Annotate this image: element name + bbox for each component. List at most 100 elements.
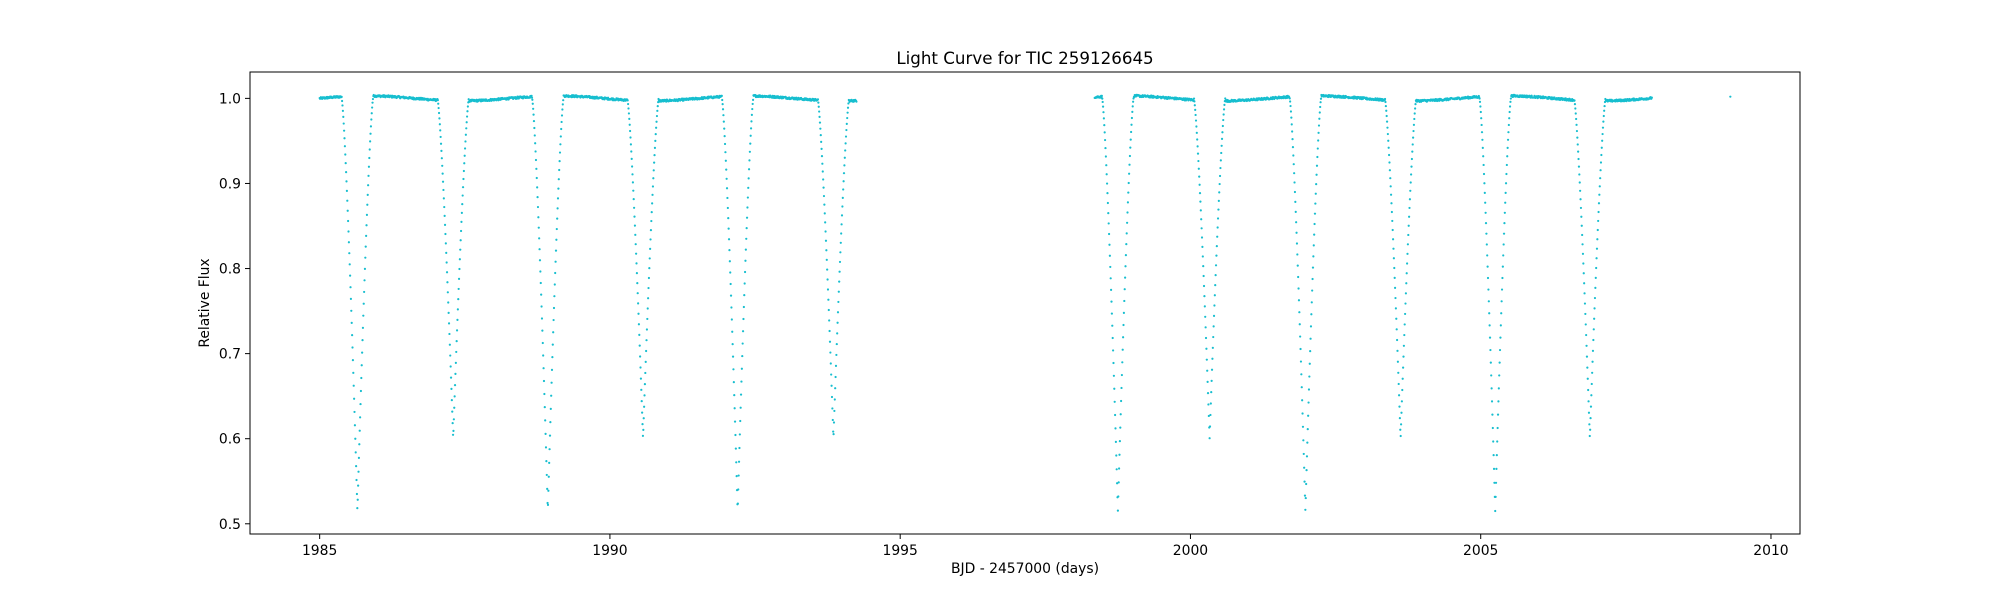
data-point bbox=[1601, 132, 1604, 136]
data-point bbox=[1497, 387, 1500, 390]
data-point bbox=[559, 135, 562, 138]
data-point bbox=[1504, 191, 1507, 194]
data-point bbox=[1298, 323, 1301, 326]
data-point bbox=[839, 251, 842, 254]
data-point bbox=[649, 238, 652, 241]
data-point bbox=[630, 157, 633, 160]
data-point bbox=[1509, 97, 1512, 100]
data-point bbox=[1601, 139, 1604, 142]
data-point bbox=[362, 314, 365, 317]
data-point bbox=[369, 132, 372, 135]
data-point bbox=[835, 353, 838, 357]
data-point bbox=[1107, 211, 1110, 215]
data-point bbox=[555, 227, 558, 231]
data-point bbox=[1575, 123, 1578, 126]
data-point bbox=[1385, 114, 1388, 118]
data-point bbox=[360, 376, 363, 380]
data-point bbox=[639, 377, 643, 380]
data-point bbox=[546, 487, 549, 490]
y-tick-label: 0.8 bbox=[219, 262, 241, 278]
data-point bbox=[1575, 129, 1579, 133]
data-point bbox=[739, 393, 743, 396]
data-point bbox=[1101, 97, 1104, 100]
data-point bbox=[536, 205, 540, 209]
data-point bbox=[1384, 104, 1387, 108]
data-point bbox=[1580, 224, 1583, 227]
data-point bbox=[359, 416, 362, 419]
data-point bbox=[536, 186, 539, 189]
data-point bbox=[1479, 110, 1482, 114]
data-point bbox=[1406, 262, 1409, 265]
data-point bbox=[748, 150, 751, 153]
data-point bbox=[826, 288, 830, 291]
data-point bbox=[747, 168, 751, 171]
data-point bbox=[724, 151, 727, 154]
data-point bbox=[844, 142, 847, 145]
data-point bbox=[1507, 131, 1510, 134]
data-point bbox=[1205, 358, 1208, 361]
data-point bbox=[1502, 232, 1506, 235]
data-point bbox=[1131, 105, 1134, 108]
data-point bbox=[1290, 123, 1293, 126]
data-point bbox=[447, 311, 450, 314]
data-point bbox=[442, 188, 445, 192]
data-point bbox=[358, 443, 361, 446]
data-point bbox=[364, 256, 367, 259]
data-point bbox=[461, 194, 464, 197]
data-point bbox=[1486, 276, 1490, 280]
data-point bbox=[1403, 333, 1406, 337]
data-point bbox=[826, 278, 829, 281]
data-point bbox=[1218, 191, 1221, 194]
data-point bbox=[1410, 157, 1414, 161]
data-point bbox=[542, 379, 546, 383]
data-point bbox=[448, 343, 451, 346]
data-point bbox=[441, 180, 445, 183]
data-point bbox=[1490, 374, 1493, 377]
data-point bbox=[1194, 108, 1197, 111]
data-point bbox=[644, 371, 647, 375]
data-point bbox=[1130, 116, 1134, 120]
data-point bbox=[1105, 164, 1108, 167]
data-point bbox=[1213, 304, 1216, 307]
data-point bbox=[1111, 324, 1114, 327]
data-point bbox=[735, 475, 738, 478]
data-point bbox=[1130, 123, 1133, 126]
data-point bbox=[640, 400, 643, 403]
data-point bbox=[656, 109, 659, 112]
data-point bbox=[1120, 386, 1123, 390]
data-point bbox=[1497, 400, 1500, 403]
data-point bbox=[725, 177, 728, 180]
data-point bbox=[1305, 482, 1308, 486]
data-point bbox=[1206, 380, 1209, 383]
data-point bbox=[1297, 275, 1300, 279]
data-point bbox=[1298, 311, 1301, 314]
data-point bbox=[555, 238, 558, 241]
data-point bbox=[1393, 286, 1397, 289]
data-point bbox=[346, 209, 349, 212]
data-point bbox=[1595, 266, 1598, 270]
data-point bbox=[1294, 200, 1297, 203]
data-point bbox=[743, 270, 747, 274]
data-point bbox=[631, 165, 634, 168]
data-point bbox=[1211, 357, 1214, 360]
data-point bbox=[1221, 124, 1224, 128]
data-point bbox=[1485, 232, 1488, 235]
data-point bbox=[1204, 326, 1207, 329]
data-point bbox=[453, 383, 457, 387]
data-point bbox=[842, 172, 846, 175]
data-point bbox=[355, 464, 358, 468]
data-point bbox=[1594, 286, 1597, 289]
data-point bbox=[552, 318, 555, 322]
data-point bbox=[351, 346, 354, 349]
data-point bbox=[1308, 375, 1311, 378]
data-point bbox=[1387, 146, 1390, 149]
data-point bbox=[1405, 282, 1408, 285]
data-point bbox=[1502, 243, 1505, 246]
data-point bbox=[1319, 105, 1322, 109]
data-point bbox=[1313, 222, 1316, 226]
data-point bbox=[1128, 172, 1131, 175]
data-point bbox=[1307, 414, 1310, 417]
data-point bbox=[442, 197, 445, 200]
data-point bbox=[1397, 371, 1400, 374]
